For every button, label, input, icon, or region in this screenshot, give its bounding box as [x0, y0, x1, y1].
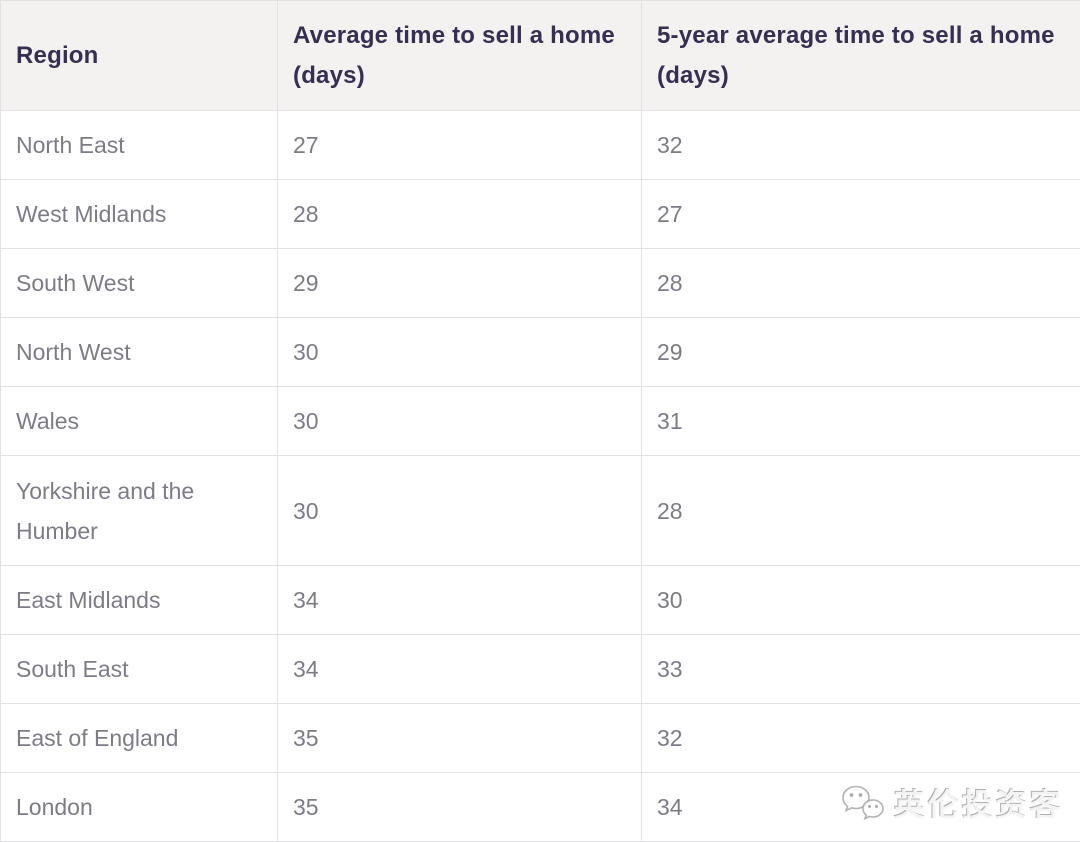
avg5-days-cell: 34	[642, 773, 1080, 842]
table-row: East Midlands 34 30	[1, 566, 1080, 635]
avg-days-cell: 34	[278, 566, 642, 635]
region-cell: East Midlands	[1, 566, 278, 635]
avg-days-cell: 29	[278, 249, 642, 318]
avg-days-cell: 30	[278, 387, 642, 456]
column-header-region: Region	[1, 1, 278, 111]
avg5-days-cell: 28	[642, 456, 1080, 566]
avg5-days-cell: 33	[642, 635, 1080, 704]
table-row: London 35 34	[1, 773, 1080, 842]
avg-days-cell: 35	[278, 704, 642, 773]
avg5-days-cell: 32	[642, 111, 1080, 180]
table-row: North East 27 32	[1, 111, 1080, 180]
avg-days-cell: 30	[278, 318, 642, 387]
table-row: South East 34 33	[1, 635, 1080, 704]
table-row: South West 29 28	[1, 249, 1080, 318]
avg-days-cell: 30	[278, 456, 642, 566]
table-row: East of England 35 32	[1, 704, 1080, 773]
region-cell: South West	[1, 249, 278, 318]
region-cell: West Midlands	[1, 180, 278, 249]
avg5-days-cell: 31	[642, 387, 1080, 456]
region-cell: East of England	[1, 704, 278, 773]
column-header-avg5-days: 5-year average time to sell a home (days…	[642, 1, 1080, 111]
table-row: West Midlands 28 27	[1, 180, 1080, 249]
avg-days-cell: 27	[278, 111, 642, 180]
table-row: Wales 30 31	[1, 387, 1080, 456]
avg5-days-cell: 28	[642, 249, 1080, 318]
avg-days-cell: 28	[278, 180, 642, 249]
avg5-days-cell: 27	[642, 180, 1080, 249]
avg5-days-cell: 30	[642, 566, 1080, 635]
table-row: North West 30 29	[1, 318, 1080, 387]
avg-days-cell: 35	[278, 773, 642, 842]
table-row: Yorkshire and the Humber 30 28	[1, 456, 1080, 566]
region-cell: North East	[1, 111, 278, 180]
avg-days-cell: 34	[278, 635, 642, 704]
region-cell: South East	[1, 635, 278, 704]
avg5-days-cell: 29	[642, 318, 1080, 387]
region-cell: North West	[1, 318, 278, 387]
header-row: Region Average time to sell a home (days…	[1, 1, 1080, 111]
avg5-days-cell: 32	[642, 704, 1080, 773]
region-cell: London	[1, 773, 278, 842]
column-header-avg-days: Average time to sell a home (days)	[278, 1, 642, 111]
region-cell: Wales	[1, 387, 278, 456]
region-cell: Yorkshire and the Humber	[1, 456, 278, 566]
